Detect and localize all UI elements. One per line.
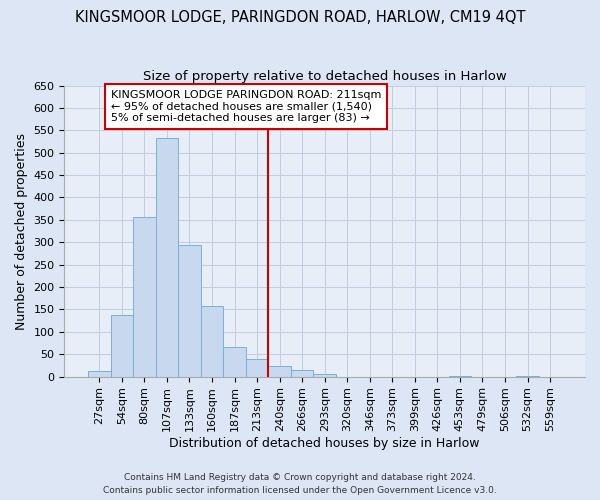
Bar xyxy=(291,370,313,376)
Bar xyxy=(155,138,178,376)
Bar xyxy=(268,366,291,376)
Text: KINGSMOOR LODGE, PARINGDON ROAD, HARLOW, CM19 4QT: KINGSMOOR LODGE, PARINGDON ROAD, HARLOW,… xyxy=(75,10,525,25)
Bar xyxy=(223,348,246,376)
Bar xyxy=(246,358,268,376)
X-axis label: Distribution of detached houses by size in Harlow: Distribution of detached houses by size … xyxy=(169,437,480,450)
Text: Contains HM Land Registry data © Crown copyright and database right 2024.
Contai: Contains HM Land Registry data © Crown c… xyxy=(103,474,497,495)
Bar xyxy=(88,371,110,376)
Bar xyxy=(110,316,133,376)
Bar xyxy=(133,216,155,376)
Bar xyxy=(201,306,223,376)
Y-axis label: Number of detached properties: Number of detached properties xyxy=(15,132,28,330)
Bar xyxy=(313,374,336,376)
Title: Size of property relative to detached houses in Harlow: Size of property relative to detached ho… xyxy=(143,70,506,83)
Text: KINGSMOOR LODGE PARINGDON ROAD: 211sqm
← 95% of detached houses are smaller (1,5: KINGSMOOR LODGE PARINGDON ROAD: 211sqm ←… xyxy=(110,90,381,123)
Bar xyxy=(178,246,201,376)
